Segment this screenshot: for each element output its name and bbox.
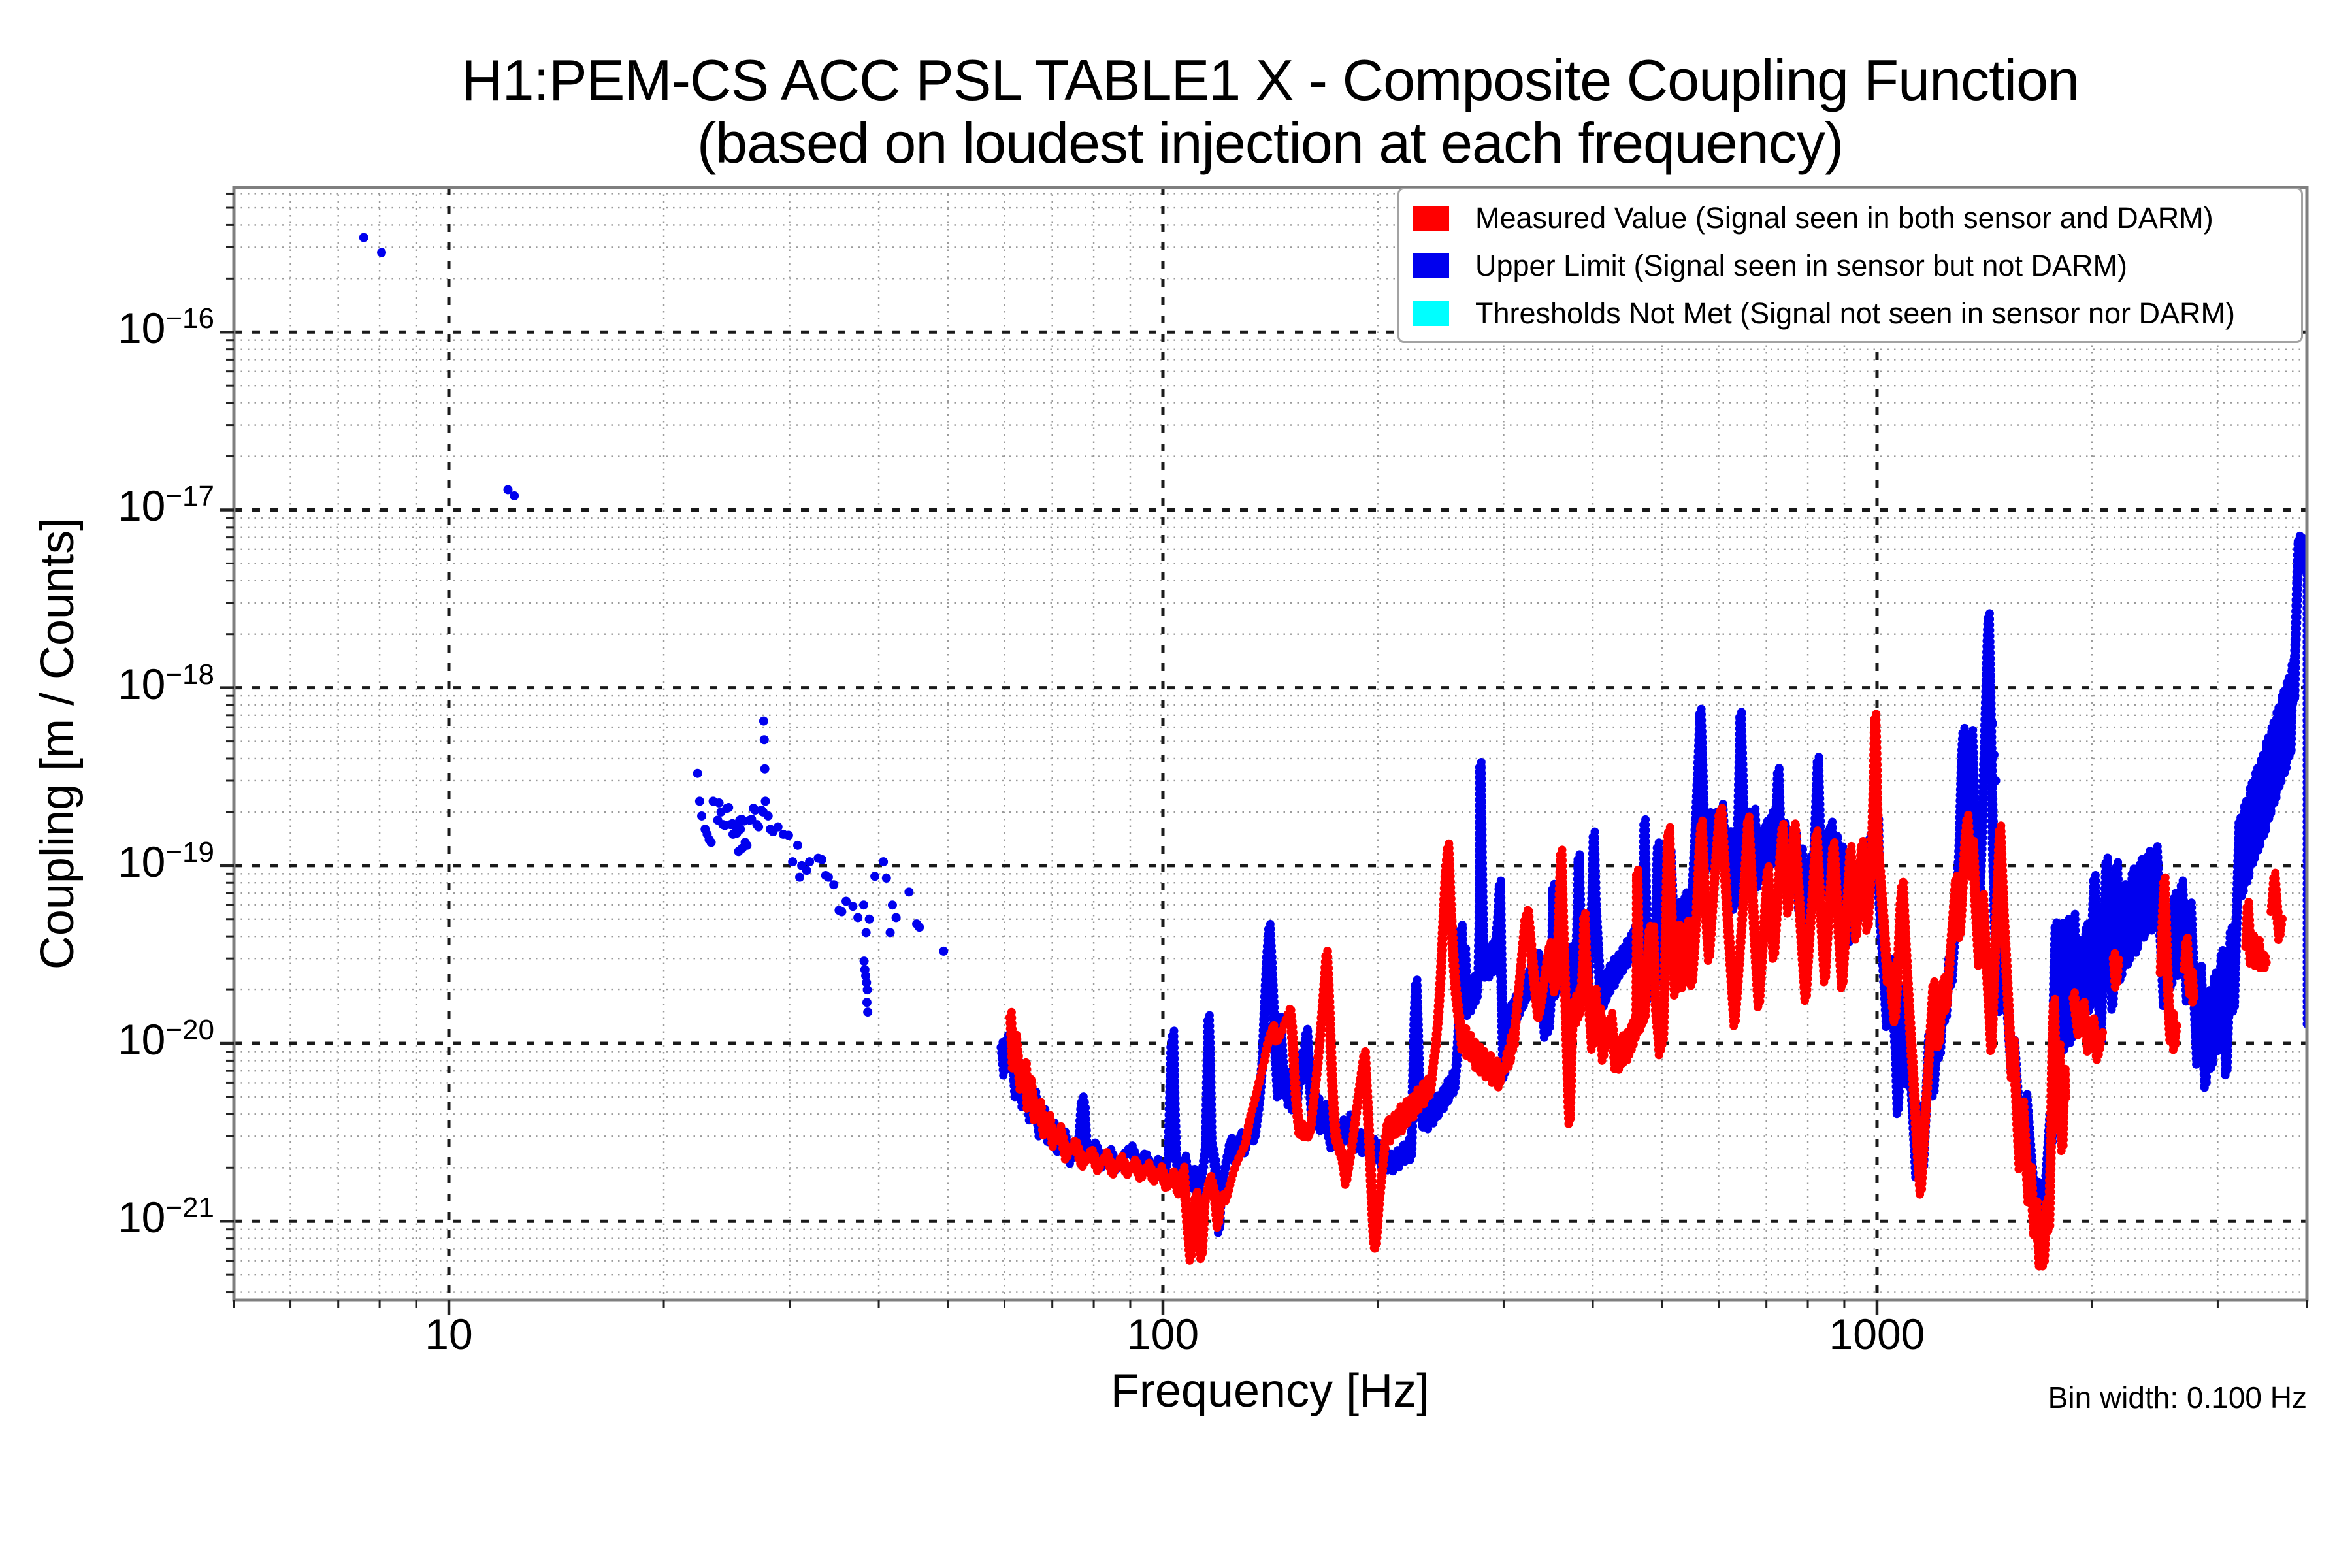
legend-swatch-upper-limit: [1413, 253, 1449, 278]
y-tick-label: 10−16: [117, 302, 214, 353]
legend-swatch-measured: [1413, 206, 1449, 231]
y-tick-label: 10−17: [117, 480, 214, 531]
y-axis-label: Coupling [m / Counts]: [31, 517, 84, 970]
bin-width-annotation: Bin width: 0.100 Hz: [2048, 1380, 2307, 1414]
legend-label-thresholds: Thresholds Not Met (Signal not seen in s…: [1475, 297, 2235, 330]
y-tick-label: 10−20: [117, 1013, 214, 1064]
x-tick-label: 100: [1126, 1310, 1200, 1358]
legend-item-measured: Measured Value (Signal seen in both sens…: [1413, 201, 2213, 235]
x-tick-label: 1000: [1829, 1310, 1925, 1358]
y-tick-label: 10−18: [117, 658, 214, 708]
legend-item-thresholds: Thresholds Not Met (Signal not seen in s…: [1413, 297, 2235, 330]
y-tick-label: 10−19: [117, 836, 214, 886]
x-tick-label: 10: [425, 1310, 473, 1358]
legend-label-upper-limit: Upper Limit (Signal seen in sensor but n…: [1475, 249, 2127, 282]
chart-subtitle: (based on loudest injection at each freq…: [696, 110, 1844, 175]
legend-label-measured: Measured Value (Signal seen in both sens…: [1475, 201, 2213, 235]
legend: Measured Value (Signal seen in both sens…: [1397, 188, 2303, 343]
legend-item-upper-limit: Upper Limit (Signal seen in sensor but n…: [1413, 249, 2127, 282]
legend-swatch-thresholds: [1413, 301, 1449, 326]
chart-title: H1:PEM-CS ACC PSL TABLE1 X - Composite C…: [461, 48, 2080, 112]
y-tick-label: 10−21: [117, 1192, 214, 1242]
x-axis-label: Frequency [Hz]: [1110, 1365, 1430, 1417]
